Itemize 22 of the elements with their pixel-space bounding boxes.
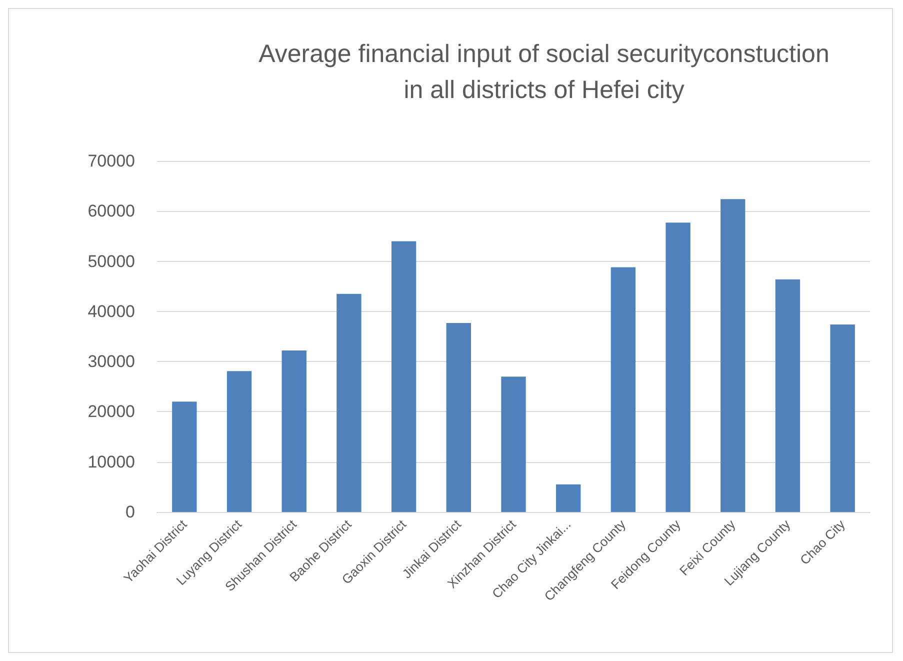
bar [336,294,362,512]
y-tick-label: 0 [126,502,135,522]
y-tick-label: 40000 [88,302,135,321]
bar [501,376,526,512]
bar [446,322,471,512]
y-tick-label: 20000 [88,402,135,422]
y-tick-label: 70000 [88,152,135,170]
y-tick-label: 60000 [88,202,135,221]
bar [775,279,800,512]
y-tick-label: 50000 [88,252,135,271]
bar [666,222,690,512]
bar [610,267,636,512]
y-tick-label: 30000 [88,352,135,372]
bar [172,402,197,512]
bar [830,324,855,512]
bar [391,241,416,512]
bar [282,350,306,512]
chart-title: Average financial input of social securityconstuction in all districts of Hefei city [258,40,830,104]
bar [556,484,581,512]
y-tick-label: 10000 [88,452,135,472]
bar [226,371,252,512]
bar [720,199,746,512]
